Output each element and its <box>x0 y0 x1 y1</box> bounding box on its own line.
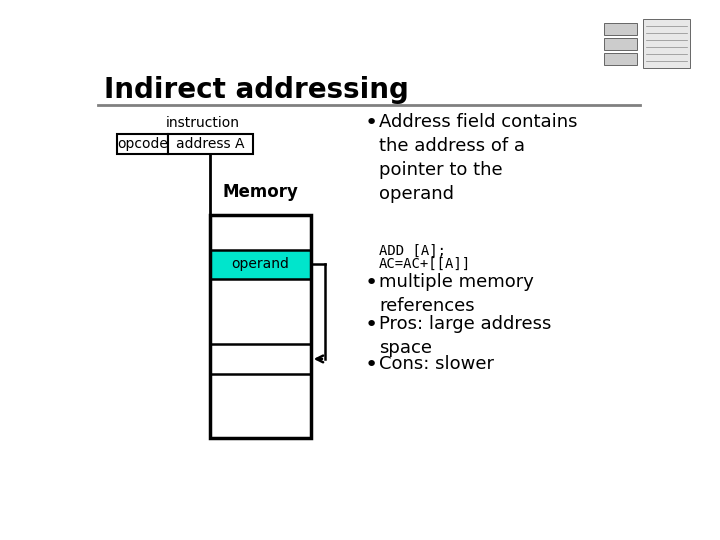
Bar <box>604 53 636 65</box>
Bar <box>210 215 311 438</box>
Bar <box>210 249 311 279</box>
Bar <box>604 38 636 50</box>
Text: Indirect addressing: Indirect addressing <box>104 76 409 104</box>
Text: ADD [A];: ADD [A]; <box>379 244 446 258</box>
Bar <box>117 134 168 154</box>
Bar <box>644 19 690 68</box>
Text: Pros: large address
space: Pros: large address space <box>379 315 552 357</box>
Text: •: • <box>365 315 379 335</box>
Text: multiple memory
references: multiple memory references <box>379 273 534 315</box>
Text: operand: operand <box>232 257 289 271</box>
Text: •: • <box>365 355 379 375</box>
Text: AC=AC+[[A]]: AC=AC+[[A]] <box>379 256 471 271</box>
Text: opcode: opcode <box>117 137 168 151</box>
Text: address A: address A <box>176 137 244 151</box>
Text: Cons: slower: Cons: slower <box>379 355 494 373</box>
Text: Memory: Memory <box>222 183 298 201</box>
Text: Address field contains
the address of a
pointer to the
operand: Address field contains the address of a … <box>379 112 577 204</box>
Bar <box>168 134 253 154</box>
Bar <box>604 23 636 35</box>
Text: •: • <box>365 273 379 293</box>
Text: •: • <box>365 112 379 132</box>
Text: instruction: instruction <box>166 116 239 130</box>
